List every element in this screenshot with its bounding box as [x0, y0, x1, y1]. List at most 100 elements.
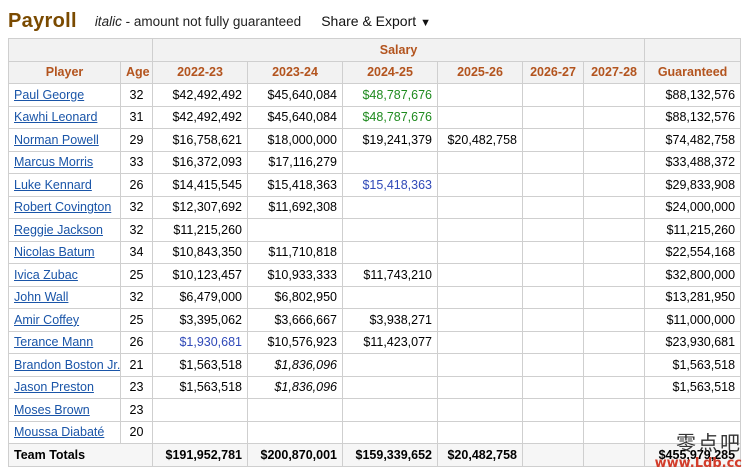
share-export-button[interactable]: Share & Export ▼ [321, 13, 431, 29]
legend-note: italic - amount not fully guaranteed [95, 14, 301, 29]
column-header-2025-26[interactable]: 2025-26 [437, 60, 523, 84]
salary-cell [342, 195, 438, 219]
salary-cell [582, 173, 646, 197]
salary-cell: $11,215,260 [644, 218, 742, 242]
salary-cell: $3,395,062 [152, 308, 248, 332]
salary-group-header: Salary [151, 38, 646, 62]
payroll-table: Salary Player Age 2022-23 2023-24 2024-25 202… [8, 38, 742, 467]
salary-cell: $1,563,518 [152, 353, 248, 377]
player-cell: Moses Brown [8, 398, 121, 422]
salary-cell [437, 195, 523, 219]
column-header-row: Player Age 2022-23 2023-24 2024-25 2025-26 202… [8, 60, 742, 84]
salary-cell [582, 420, 646, 444]
column-header-2024-25[interactable]: 2024-25 [342, 60, 438, 84]
group-header-blank-right [644, 38, 742, 62]
age-cell: 23 [120, 398, 153, 422]
salary-cell [342, 375, 438, 399]
age-cell: 26 [120, 173, 153, 197]
player-link[interactable]: Moussa Diabaté [14, 425, 105, 440]
age-cell: 32 [120, 83, 153, 107]
salary-cell [437, 218, 523, 242]
salary-cell: $23,930,681 [644, 330, 742, 354]
salary-cell [437, 173, 523, 197]
salary-cell [342, 353, 438, 377]
salary-cell [582, 353, 646, 377]
player-link[interactable]: Reggie Jackson [14, 222, 103, 237]
age-cell: 33 [120, 150, 153, 174]
salary-cell [437, 263, 523, 287]
player-link[interactable]: Norman Powell [14, 132, 99, 147]
salary-cell [247, 420, 343, 444]
salary-cell: $1,930,681 [152, 330, 248, 354]
player-link[interactable]: Luke Kennard [14, 177, 92, 192]
player-cell: Robert Covington [8, 195, 121, 219]
table-row: Kawhi Leonard 31 $42,492,492 $45,640,084 $48… [8, 105, 742, 129]
total-2026-27 [522, 443, 584, 467]
player-link[interactable]: Nicolas Batum [14, 245, 95, 260]
player-cell: Brandon Boston Jr. [8, 353, 121, 377]
column-header-player[interactable]: Player [8, 60, 121, 84]
column-header-2023-24[interactable]: 2023-24 [247, 60, 343, 84]
age-cell: 20 [120, 420, 153, 444]
age-cell: 32 [120, 195, 153, 219]
column-header-2027-28[interactable]: 2027-28 [582, 60, 646, 84]
salary-cell [342, 240, 438, 264]
age-cell: 29 [120, 128, 153, 152]
group-header-row: Salary [8, 38, 742, 62]
player-cell: Marcus Morris [8, 150, 121, 174]
salary-cell: $3,666,667 [247, 308, 343, 332]
salary-cell: $3,938,271 [342, 308, 438, 332]
player-link[interactable]: Moses Brown [14, 402, 90, 417]
player-cell: Reggie Jackson [8, 218, 121, 242]
table-row: Moses Brown 23 [8, 398, 742, 422]
age-cell: 21 [120, 353, 153, 377]
salary-cell: $1,836,096 [247, 353, 343, 377]
player-cell: Norman Powell [8, 128, 121, 152]
column-header-2022-23[interactable]: 2022-23 [152, 60, 248, 84]
salary-cell [582, 285, 646, 309]
table-row: Robert Covington 32 $12,307,692 $11,692,308… [8, 195, 742, 219]
column-header-2026-27[interactable]: 2026-27 [522, 60, 584, 84]
table-row: Brandon Boston Jr. 21 $1,563,518 $1,836,096… [8, 353, 742, 377]
player-link[interactable]: Robert Covington [14, 200, 112, 215]
team-totals-row: Team Totals $191,952,781 $200,870,001 $1… [8, 443, 742, 467]
salary-cell: $11,423,077 [342, 330, 438, 354]
salary-cell [522, 375, 584, 399]
column-header-age[interactable]: Age [120, 60, 153, 84]
chevron-down-icon: ▼ [420, 17, 432, 29]
salary-cell: $32,800,000 [644, 263, 742, 287]
player-link[interactable]: Paul George [14, 87, 85, 102]
player-link[interactable]: John Wall [14, 290, 69, 305]
team-totals-label: Team Totals [8, 443, 153, 467]
salary-cell [437, 330, 523, 354]
player-link[interactable]: Kawhi Leonard [14, 110, 98, 125]
player-link[interactable]: Amir Coffey [14, 312, 80, 327]
salary-cell [437, 105, 523, 129]
salary-cell: $10,843,350 [152, 240, 248, 264]
salary-cell [437, 240, 523, 264]
salary-cell [582, 398, 646, 422]
player-link[interactable]: Ivica Zubac [14, 267, 78, 282]
player-link[interactable]: Brandon Boston Jr. [14, 357, 121, 372]
salary-cell [582, 240, 646, 264]
salary-cell: $45,640,084 [247, 83, 343, 107]
age-cell: 25 [120, 308, 153, 332]
salary-cell [342, 150, 438, 174]
table-row: Reggie Jackson 32 $11,215,260 $11,215,260 [8, 218, 742, 242]
player-link[interactable]: Marcus Morris [14, 155, 94, 170]
player-link[interactable]: Terance Mann [14, 335, 94, 350]
payroll-body: Paul George 32 $42,492,492 $45,640,084 $48,7… [8, 83, 742, 444]
age-cell: 34 [120, 240, 153, 264]
salary-cell [582, 128, 646, 152]
column-header-guaranteed[interactable]: Guaranteed [644, 60, 742, 84]
player-link[interactable]: Jason Preston [14, 380, 94, 395]
salary-cell [437, 353, 523, 377]
salary-cell [247, 218, 343, 242]
salary-cell [522, 128, 584, 152]
salary-cell: $42,492,492 [152, 105, 248, 129]
salary-cell [437, 420, 523, 444]
table-row: Terance Mann 26 $1,930,681 $10,576,923 $11,4… [8, 330, 742, 354]
salary-cell [522, 330, 584, 354]
player-cell: Nicolas Batum [8, 240, 121, 264]
table-row: Norman Powell 29 $16,758,621 $18,000,000 $19… [8, 128, 742, 152]
